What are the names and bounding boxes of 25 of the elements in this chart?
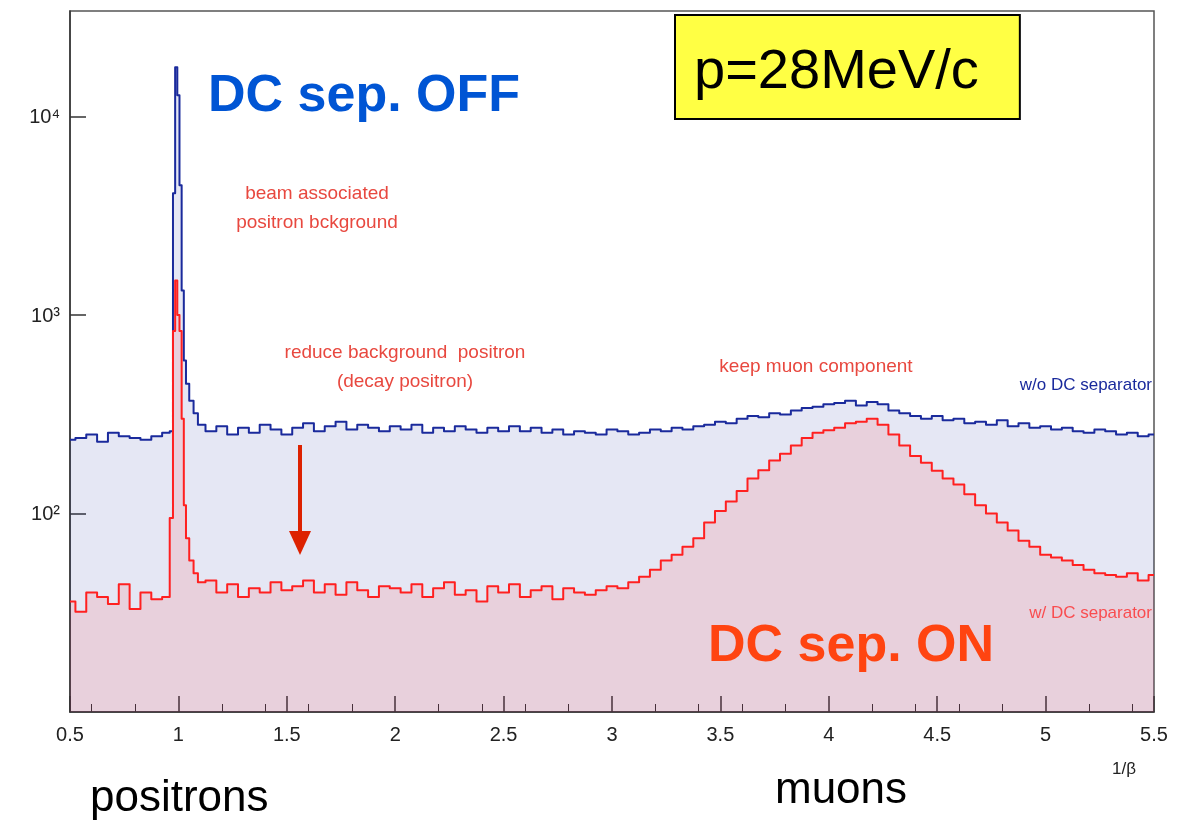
y-tick-label: 10⁴	[29, 105, 60, 128]
x-tick-label: 5	[1040, 723, 1052, 745]
x-tick-label: 2	[389, 723, 401, 745]
x-tick-label: 1	[172, 723, 184, 745]
x-axis-title: 1/β	[1112, 759, 1137, 778]
annotation: beam associated positron bckground	[236, 182, 398, 232]
x-tick-label: 3.5	[706, 723, 735, 745]
x-tick-label: 3	[606, 723, 618, 745]
x-tick-label: 1.5	[272, 723, 301, 745]
annotation: p=28MeV/c	[694, 36, 979, 100]
text: positrons	[90, 770, 269, 820]
y-tick-label: 10²	[31, 502, 61, 525]
annotation: reduce background positron (decay positron)	[284, 341, 526, 391]
annotation: keep muon component	[719, 354, 914, 376]
series-label: w/o DC separator	[1018, 375, 1153, 395]
y-tick-label: 10³	[31, 304, 61, 326]
x-tick-label: 2.5	[489, 723, 518, 745]
series-label: w/ DC separator	[1028, 603, 1153, 623]
x-tick-label: 0.5	[56, 723, 84, 745]
x-tick-label: 4.5	[923, 723, 952, 745]
text: muons	[775, 762, 908, 812]
x-tick-label: 5.5	[1140, 723, 1168, 745]
x-tick-label: 4	[823, 723, 835, 745]
annotation: DC sep. ON	[708, 614, 995, 672]
annotation: DC sep. OFF	[208, 64, 521, 122]
